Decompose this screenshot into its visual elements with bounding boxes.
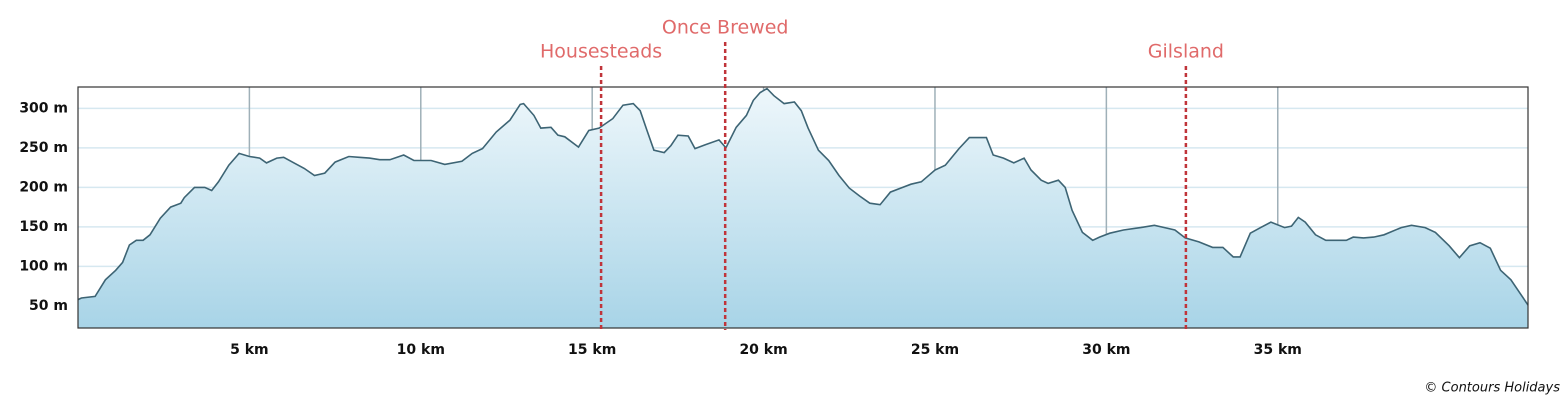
y-tick-label: 150 m (19, 219, 68, 235)
marker-label: Once Brewed (662, 17, 789, 39)
x-tick-label: 20 km (739, 342, 787, 358)
x-tick-label: 15 km (568, 342, 616, 358)
y-tick-label: 50 m (29, 298, 68, 314)
x-tick-label: 35 km (1254, 342, 1302, 358)
x-tick-label: 10 km (397, 342, 445, 358)
y-tick-label: 300 m (19, 100, 68, 116)
plot-border (77, 86, 1529, 329)
marker-label: Housesteads (540, 41, 662, 63)
x-tick-label: 25 km (911, 342, 959, 358)
credit: © Contours Holidays (1424, 381, 1560, 396)
y-tick-label: 100 m (19, 258, 68, 274)
y-tick-label: 250 m (19, 140, 68, 156)
x-tick-label: 5 km (230, 342, 269, 358)
elevation-line (77, 87, 1529, 306)
marker-label: Gilsland (1148, 41, 1224, 63)
x-tick-label: 30 km (1082, 342, 1130, 358)
y-tick-label: 200 m (19, 179, 68, 195)
elevation-area (78, 88, 1528, 328)
